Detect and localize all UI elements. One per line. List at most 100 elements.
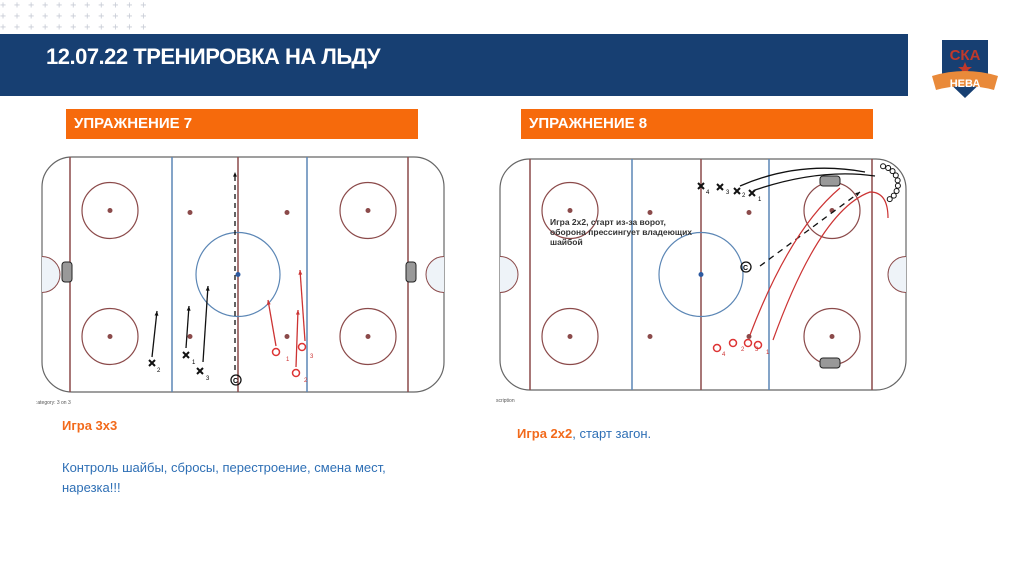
player-o-icon (712, 343, 722, 353)
goal-icon (61, 261, 73, 283)
diagram-caption: scription (496, 398, 515, 404)
x-label: 3 (206, 376, 210, 382)
svg-text:НЕВА: НЕВА (950, 78, 981, 90)
faceoff-circle (541, 307, 599, 366)
decorative-grid: + + + + + + + + + + + + + + + + + + + + … (0, 0, 148, 33)
center-circle (195, 231, 281, 318)
arrow-head-icon (266, 300, 271, 305)
goal-icon (819, 357, 841, 369)
exercise-8-heading: УПРАЖНЕНИЕ 8 (521, 109, 873, 139)
faceoff-circle (81, 181, 139, 240)
player-x-icon (196, 367, 204, 375)
center-circle (658, 231, 744, 318)
path-line (772, 191, 889, 341)
exercise-8-title-suffix: , старт загон. (572, 426, 652, 441)
faceoff-circle (81, 307, 139, 366)
o-label: 3 (755, 347, 759, 353)
x-label: 1 (758, 197, 762, 203)
center-dot (235, 272, 241, 277)
player-o-icon (271, 347, 281, 357)
diagram-caption: :ategory: 3 on 3 (36, 400, 71, 406)
path-line (759, 191, 861, 267)
neutral-dot (187, 334, 193, 339)
player-o-icon (743, 338, 753, 348)
neutral-dot (284, 334, 290, 339)
arrow-head-icon (205, 286, 210, 291)
x-label: 4 (706, 190, 710, 196)
faceoff-dot (107, 334, 113, 339)
o-label: 4 (722, 352, 726, 358)
referee-crease (41, 256, 61, 293)
faceoff-dot (567, 334, 573, 339)
faceoff-dot (107, 208, 113, 213)
coach-letter: C (743, 265, 748, 272)
faceoff-circle (339, 181, 397, 240)
coach-letter: C (233, 378, 238, 385)
puck-chain-icon (892, 172, 899, 179)
exercise-7-title: Игра 3x3 (62, 418, 118, 433)
path-line (151, 310, 158, 358)
exercise-8-title-main: Игра 2x2 (517, 426, 573, 441)
referee-crease (499, 256, 519, 293)
player-o-icon (291, 368, 301, 378)
center-dot (698, 272, 704, 277)
puck-chain-icon (894, 182, 901, 189)
arrow-head-icon (186, 306, 191, 311)
faceoff-dot (365, 208, 371, 213)
neutral-dot (746, 334, 752, 339)
arrow-head-icon (298, 270, 303, 275)
exercise-8-title: Игра 2x2, старт загон. (517, 424, 651, 444)
goal-icon (405, 261, 417, 283)
path-line (295, 309, 299, 368)
faceoff-dot (829, 334, 835, 339)
puck-chain-icon (885, 164, 892, 171)
x-label: 2 (742, 193, 746, 199)
faceoff-dot (567, 208, 573, 213)
player-o-icon (297, 342, 307, 352)
team-logo: СКА НЕВА (932, 40, 998, 98)
o-label: 2 (741, 347, 745, 353)
exercise-7-description: Контроль шайбы, сбросы, перестроение, см… (62, 460, 386, 495)
o-label: 1 (286, 357, 290, 363)
coach-icon (740, 261, 752, 273)
player-x-icon (182, 351, 190, 359)
puck-chain-icon (893, 188, 900, 195)
player-o-icon (728, 338, 738, 348)
arrow-head-icon (154, 311, 159, 316)
o-label: 1 (766, 350, 770, 356)
svg-text:СКА: СКА (950, 47, 981, 64)
player-x-icon (148, 359, 156, 367)
header-banner (0, 34, 908, 96)
path-line (754, 173, 876, 191)
puck-chain-icon (890, 192, 897, 199)
neutral-dot (187, 210, 193, 215)
puck-chain-icon (880, 163, 887, 170)
rink-boards (41, 156, 445, 393)
path-line (202, 285, 209, 363)
neutral-dot (647, 210, 653, 215)
x-label: 3 (726, 190, 730, 196)
arrow-head-icon (233, 172, 237, 177)
faceoff-circle (339, 307, 397, 366)
path-line (749, 187, 841, 336)
goal-icon (819, 175, 841, 187)
faceoff-circle (541, 181, 599, 240)
neutral-dot (746, 210, 752, 215)
neutral-dot (647, 334, 653, 339)
exercise-7-heading: УПРАЖНЕНИЕ 7 (66, 109, 418, 139)
player-x-icon (733, 187, 741, 195)
faceoff-dot (365, 334, 371, 339)
page-title: 12.07.22 ТРЕНИРОВКА НА ЛЬДУ (46, 44, 381, 69)
diagram-note: Игра 2x2, старт из-за ворот, оборона пре… (550, 217, 693, 247)
referee-crease (887, 256, 907, 293)
player-x-icon (716, 183, 724, 191)
path-line (267, 299, 277, 347)
coach-icon (230, 374, 242, 386)
player-o-icon (753, 340, 763, 350)
puck-chain-icon (889, 168, 896, 175)
arrow-head-icon (295, 310, 300, 315)
o-label: 2 (304, 378, 308, 384)
player-x-icon (748, 189, 756, 197)
o-label: 3 (310, 354, 314, 360)
